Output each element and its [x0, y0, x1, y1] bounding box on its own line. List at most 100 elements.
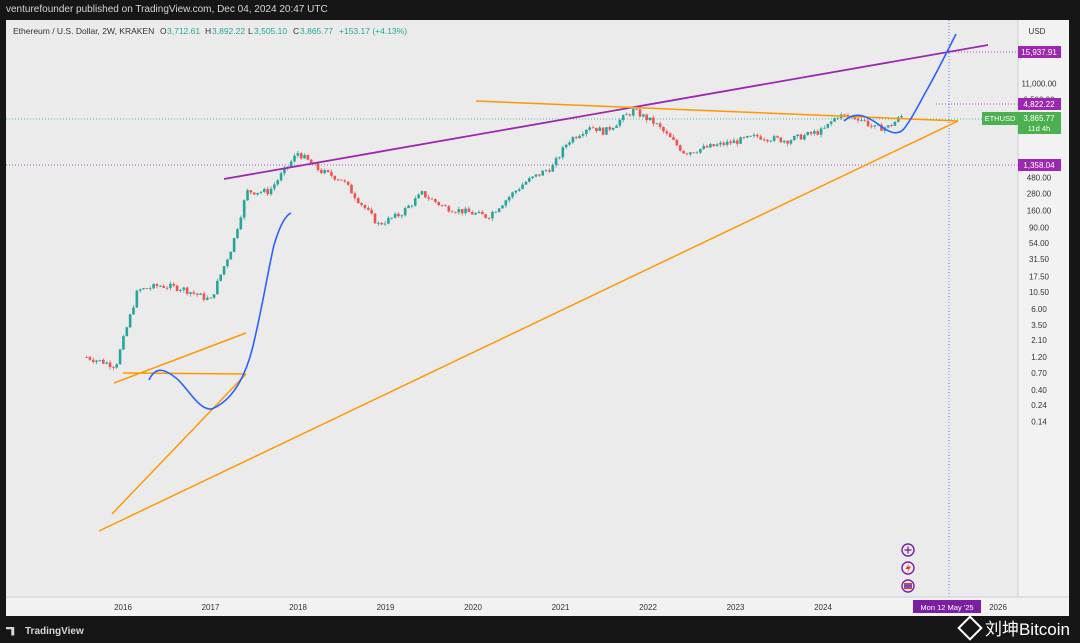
blue-projection-curve[interactable] [843, 33, 957, 134]
price-tick-label: 31.50 [1029, 255, 1050, 264]
purple-upper-trendline[interactable] [223, 44, 989, 180]
candle-down [638, 109, 642, 117]
cursor-date-label: Mon 12 May '25 [920, 603, 973, 612]
symbol-tag-bg [982, 112, 1018, 125]
candle-up [860, 119, 863, 121]
candle-down [538, 174, 541, 176]
candle-up [719, 142, 722, 145]
candle-up [209, 297, 212, 299]
candle-down [856, 118, 860, 121]
candle-down [85, 357, 88, 358]
flag-icon[interactable] [901, 579, 915, 593]
candle-up [792, 135, 796, 141]
candle-down [175, 285, 179, 291]
candle-down [853, 116, 856, 119]
candle-down [299, 153, 303, 159]
candle-up [829, 121, 833, 124]
candle-up [688, 152, 692, 155]
candle-down [88, 357, 92, 360]
blue-cup-curve-2016[interactable] [148, 212, 292, 410]
candle-down [591, 127, 595, 129]
candle-down [343, 180, 347, 182]
time-ticks-group: 2016 2017 2018 2019 2020 2021 2022 2023 2024 2026 [114, 603, 1007, 612]
candle-up [226, 259, 229, 267]
candle-down [652, 117, 655, 124]
candle-down [91, 359, 95, 362]
tradingview-logo[interactable]: TradingView [6, 624, 84, 638]
orange-2016-flat[interactable] [122, 372, 247, 375]
candle-up [279, 173, 283, 181]
footer-bar: TradingView 刘坤Bitcoin [0, 614, 1080, 643]
orange-2016-resistance[interactable] [113, 332, 247, 384]
candle-up [551, 165, 555, 172]
candle-down [346, 181, 350, 185]
candle-up [504, 200, 508, 206]
candle-up [598, 127, 602, 132]
candle-up [263, 188, 266, 192]
candle-up [413, 198, 417, 206]
label-1358: 1,358.04 [1023, 161, 1055, 170]
candle-down [880, 124, 883, 131]
price-tick-label: 480.00 [1027, 173, 1052, 182]
candle-down [320, 169, 323, 174]
add-alert-icon[interactable] [901, 543, 915, 557]
candle-up [826, 123, 830, 128]
candle-up [420, 191, 424, 195]
candle-down [692, 152, 695, 154]
price-tick-label: 0.14 [1031, 417, 1047, 426]
orange-descending-trendline[interactable] [475, 100, 959, 122]
candle-up [457, 209, 461, 213]
candle-down [843, 114, 846, 116]
candle-down [437, 201, 441, 206]
candle-up [216, 280, 219, 295]
candle-down [635, 108, 638, 110]
candle-up [873, 125, 877, 127]
label-1358-bg [1018, 159, 1061, 171]
candle-down [628, 114, 632, 116]
plot-area [6, 20, 1018, 597]
candle-up [564, 144, 568, 148]
candle-down [309, 159, 313, 164]
orange-2016-support[interactable] [111, 373, 247, 515]
candle-up [772, 136, 776, 141]
candle-up [239, 217, 243, 230]
candle-down [484, 214, 487, 218]
price-tick-label: 90.00 [1029, 224, 1050, 233]
candle-up [323, 170, 326, 174]
diamond-icon [957, 614, 983, 641]
candle-down [340, 179, 343, 181]
candle-up [152, 284, 155, 289]
orange-long-support-line[interactable] [98, 120, 959, 532]
candle-up [205, 297, 209, 300]
candle-up [833, 118, 836, 122]
candle-down [672, 137, 675, 140]
candle-up [276, 180, 280, 185]
candle-down [658, 123, 662, 128]
candle-down [662, 127, 665, 132]
candle-down [779, 137, 783, 143]
candle-down [155, 284, 159, 287]
candle-up [135, 290, 139, 308]
candle-down [447, 206, 451, 212]
candle-up [169, 283, 172, 288]
candle-up [796, 134, 799, 136]
candle-down [145, 288, 149, 290]
candle-up [105, 362, 108, 364]
candle-down [202, 293, 206, 300]
candle-up [383, 223, 387, 225]
candle-down [102, 359, 105, 364]
candle-down [430, 198, 434, 200]
candle-up [410, 205, 414, 207]
chart-svg[interactable]: Ethereum / U.S. Dollar, 2W, KRAKEN O 3,7… [6, 20, 1069, 616]
candle-up [585, 129, 588, 134]
candle-up [95, 360, 98, 362]
candle-up [695, 152, 699, 154]
candle-up [709, 144, 712, 148]
candle-up [115, 364, 119, 368]
candle-up [803, 135, 806, 140]
chart-area[interactable]: Ethereum / U.S. Dollar, 2W, KRAKEN O 3,7… [6, 20, 1069, 616]
watermark: 刘坤Bitcoin [957, 614, 1070, 641]
price-tick-label: 0.40 [1031, 386, 1047, 395]
lightning-icon[interactable] [901, 561, 915, 575]
candle-down [450, 211, 454, 213]
